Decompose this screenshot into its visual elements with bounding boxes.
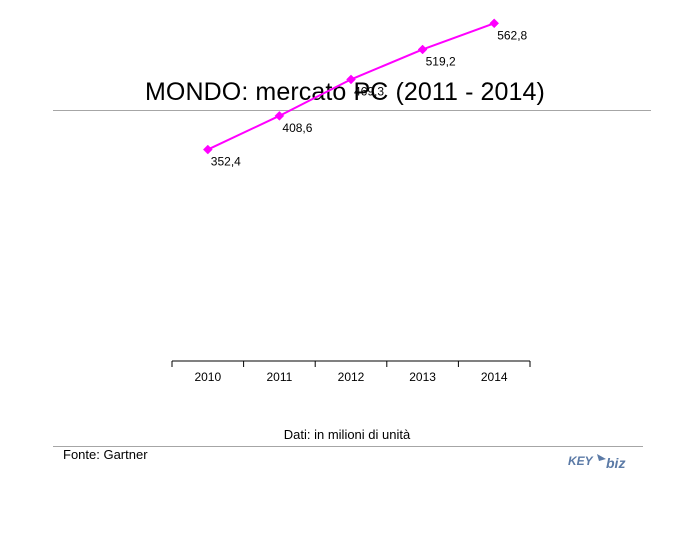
x-tick-label: 2011: [266, 370, 292, 384]
logo-arrow-icon: [597, 454, 606, 461]
logo-biz-text: biz: [606, 455, 625, 471]
x-axis: 2010 2011 2012 2013 2014: [171, 360, 531, 384]
source-credit: Fonte: Gartner: [63, 447, 148, 462]
x-tick-label: 2014: [481, 370, 508, 384]
title-divider: [53, 110, 651, 111]
data-point-marker: [274, 110, 285, 121]
footer-divider: [53, 446, 643, 447]
data-labels: 352,4 408,6 469,3 519,2 562,8: [211, 28, 528, 168]
data-point-marker: [346, 74, 356, 85]
data-label: 519,2: [426, 54, 456, 68]
data-label: 352,4: [211, 155, 241, 169]
data-point-marker: [489, 18, 500, 29]
x-tick-label: 2012: [338, 370, 365, 384]
data-label: 469,3: [354, 84, 384, 98]
units-note: Dati: in milioni di unità: [283, 427, 411, 442]
data-point-marker: [202, 144, 213, 155]
data-label: 408,6: [282, 121, 312, 135]
data-label: 562,8: [497, 28, 527, 42]
data-point-marker: [417, 44, 428, 55]
x-tick-label: 2010: [194, 370, 221, 384]
logo-key-text: KEY: [568, 454, 594, 468]
line-chart: 2010 2011 2012 2013 2014 352,4 408,6 469,3 519,…: [171, 18, 531, 384]
series-line: [207, 22, 495, 151]
series-pc-market: [202, 18, 500, 155]
key4biz-logo: KEY biz: [568, 454, 625, 471]
x-tick-label: 2013: [409, 370, 436, 384]
